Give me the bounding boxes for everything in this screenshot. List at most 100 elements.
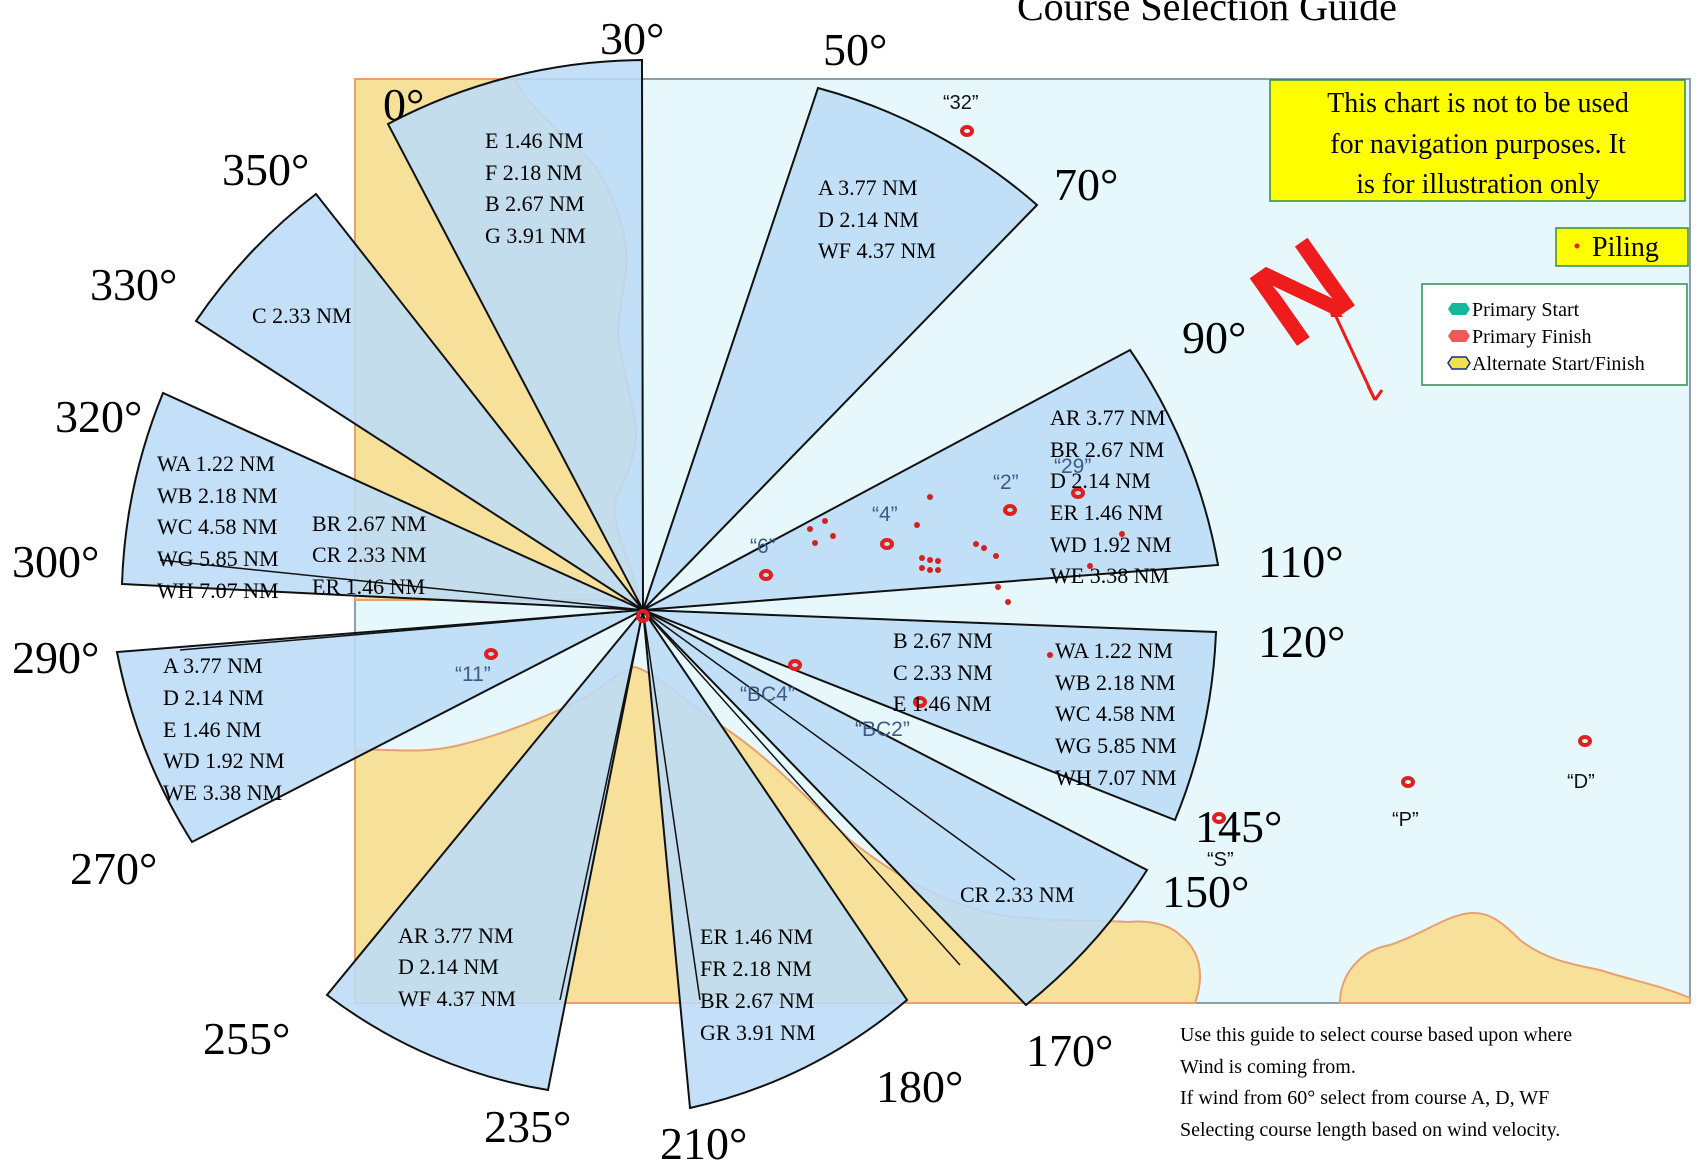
- course-row: B 2.67 NM: [485, 191, 585, 216]
- instruction-line-1: Use this guide to select course based up…: [1180, 1024, 1572, 1046]
- deg-300: 300°: [12, 536, 99, 587]
- courses-270-290: A 3.77 NM D 2.14 NM E 1.46 NM WD 1.92 NM…: [163, 653, 285, 805]
- course-row: D 2.14 NM: [398, 954, 499, 979]
- deg-70: 70°: [1054, 159, 1118, 210]
- instruction-line-3: If wind from 60° select from course A, D…: [1180, 1087, 1549, 1109]
- courses-300-320-outer: WA 1.22 NM WB 2.18 NM WC 4.58 NM WG 5.85…: [157, 451, 279, 603]
- disclaimer-line-3: is for illustration only: [1356, 169, 1599, 200]
- course-row: C 2.33 NM: [893, 660, 993, 685]
- course-row: WH 7.07 NM: [157, 578, 279, 603]
- wedge-330-350: [194, 192, 644, 611]
- course-row: WD 1.92 NM: [163, 748, 285, 773]
- course-row: A 3.77 NM: [818, 175, 918, 200]
- deg-30: 30°: [600, 13, 664, 64]
- piling-key-dot: [1574, 243, 1580, 249]
- courses-50-70: A 3.77 NM D 2.14 NM WF 4.37 NM: [818, 175, 936, 263]
- deg-235: 235°: [484, 1101, 571, 1152]
- deg-50: 50°: [823, 24, 887, 75]
- mark-label-p: “P”: [1392, 809, 1419, 831]
- wedge-300-320: [120, 391, 644, 611]
- legend-label-alternate: Alternate Start/Finish: [1472, 353, 1645, 375]
- course-row: WH 7.07 NM: [1055, 765, 1177, 790]
- course-row: WG 5.85 NM: [1055, 733, 1177, 758]
- wedge-150-170: [642, 609, 1149, 1007]
- courses-180-210: ER 1.46 NM FR 2.18 NM BR 2.67 NM GR 3.91…: [700, 924, 816, 1045]
- piling-key-label: Piling: [1592, 232, 1659, 263]
- primary-finish-icon: [1448, 330, 1470, 342]
- deg-320: 320°: [55, 391, 142, 442]
- course-row: WC 4.58 NM: [1055, 701, 1175, 726]
- deg-145: 145°: [1195, 801, 1282, 852]
- deg-110: 110°: [1258, 536, 1344, 587]
- course-row: ER 1.46 NM: [1050, 500, 1163, 525]
- courses-120-145-outer: WA 1.22 NM WB 2.18 NM WC 4.58 NM WG 5.85…: [1055, 638, 1177, 790]
- course-row: BR 2.67 NM: [312, 511, 426, 536]
- courses-235-255: AR 3.77 NM D 2.14 NM WF 4.37 NM: [398, 923, 516, 1011]
- course-row: WD 1.92 NM: [1050, 532, 1172, 557]
- course-row: WF 4.37 NM: [818, 238, 936, 263]
- wedge-270-290: [115, 609, 644, 844]
- course-row: ER 1.46 NM: [700, 924, 813, 949]
- course-row: A 3.77 NM: [163, 653, 263, 678]
- instruction-line-4: Selecting course length based on wind ve…: [1180, 1119, 1560, 1141]
- courses-150-170: CR 2.33 NM: [960, 882, 1074, 907]
- wedge-180-210: [642, 609, 909, 1110]
- mark-label-bc4: “BC4”: [740, 683, 795, 706]
- deg-180: 180°: [876, 1061, 963, 1112]
- course-row: GR 3.91 NM: [700, 1020, 816, 1045]
- mark-label-d: “D”: [1567, 771, 1595, 793]
- mark-label-11: “11”: [455, 663, 491, 686]
- small-pilings: [807, 494, 1125, 658]
- course-row: WA 1.22 NM: [1055, 638, 1173, 663]
- deg-120: 120°: [1258, 616, 1345, 667]
- course-row: ER 1.46 NM: [312, 574, 425, 599]
- deg-330: 330°: [90, 259, 177, 310]
- courses-330-350: C 2.33 NM: [252, 303, 352, 328]
- course-wedges: [115, 58, 1220, 1110]
- course-row: WB 2.18 NM: [157, 483, 277, 508]
- disclaimer-line-2: for navigation purposes. It: [1330, 129, 1626, 160]
- course-row: WA 1.22 NM: [157, 451, 275, 476]
- course-lines: [159, 559, 1016, 1001]
- piling-key: Piling: [1555, 227, 1689, 267]
- wedge-50-70: [642, 86, 1039, 611]
- course-lists: E 1.46 NM F 2.18 NM B 2.67 NM G 3.91 NM …: [157, 128, 1177, 1045]
- course-row: AR 3.77 NM: [1050, 405, 1166, 430]
- mark-label-6: “6”: [750, 535, 776, 558]
- course-row: C 2.33 NM: [252, 303, 352, 328]
- deg-255: 255°: [203, 1013, 290, 1064]
- course-row: WE 3.38 NM: [1050, 563, 1169, 588]
- mark-label-bc2: “BC2”: [855, 718, 910, 741]
- course-row: D 2.14 NM: [163, 685, 264, 710]
- primary-start-icon: [1448, 303, 1470, 315]
- course-row: BR 2.67 NM: [1050, 437, 1164, 462]
- course-row: CR 2.33 NM: [312, 542, 426, 567]
- legend-label-primary-start: Primary Start: [1472, 299, 1580, 321]
- mark-label-4: “4”: [872, 503, 898, 526]
- course-row: WC 4.58 NM: [157, 514, 277, 539]
- land-southeast: [1338, 912, 1691, 1004]
- courses-120-145-inner: B 2.67 NM C 2.33 NM E 1.46 NM: [893, 628, 993, 716]
- mark-label-2: “2”: [993, 471, 1019, 494]
- course-row: FR 2.18 NM: [700, 956, 812, 981]
- course-row: E 1.46 NM: [485, 128, 583, 153]
- course-row: B 2.67 NM: [893, 628, 993, 653]
- courses-90-110: AR 3.77 NM BR 2.67 NM D 2.14 NM ER 1.46 …: [1050, 405, 1172, 588]
- mark-label-32: “32”: [943, 92, 979, 114]
- mark-label-29: “29”: [1054, 455, 1091, 478]
- course-row: D 2.14 NM: [818, 207, 919, 232]
- mark-label-s: “S”: [1207, 849, 1234, 871]
- course-row: E 1.46 NM: [893, 691, 991, 716]
- disclaimer-box: This chart is not to be used for navigat…: [1269, 79, 1686, 202]
- course-row: WB 2.18 NM: [1055, 670, 1175, 695]
- course-row: WG 5.85 NM: [157, 546, 279, 571]
- course-row: WF 4.37 NM: [398, 986, 516, 1011]
- wedge-235-255: [325, 609, 644, 1092]
- deg-210: 210°: [660, 1118, 747, 1161]
- disclaimer-line-1: This chart is not to be used: [1327, 88, 1629, 119]
- deg-90: 90°: [1182, 312, 1246, 363]
- course-row: BR 2.67 NM: [700, 988, 814, 1013]
- course-row: F 2.18 NM: [485, 160, 582, 185]
- instruction-line-2: Wind is coming from.: [1180, 1056, 1356, 1078]
- course-row: WE 3.38 NM: [163, 780, 282, 805]
